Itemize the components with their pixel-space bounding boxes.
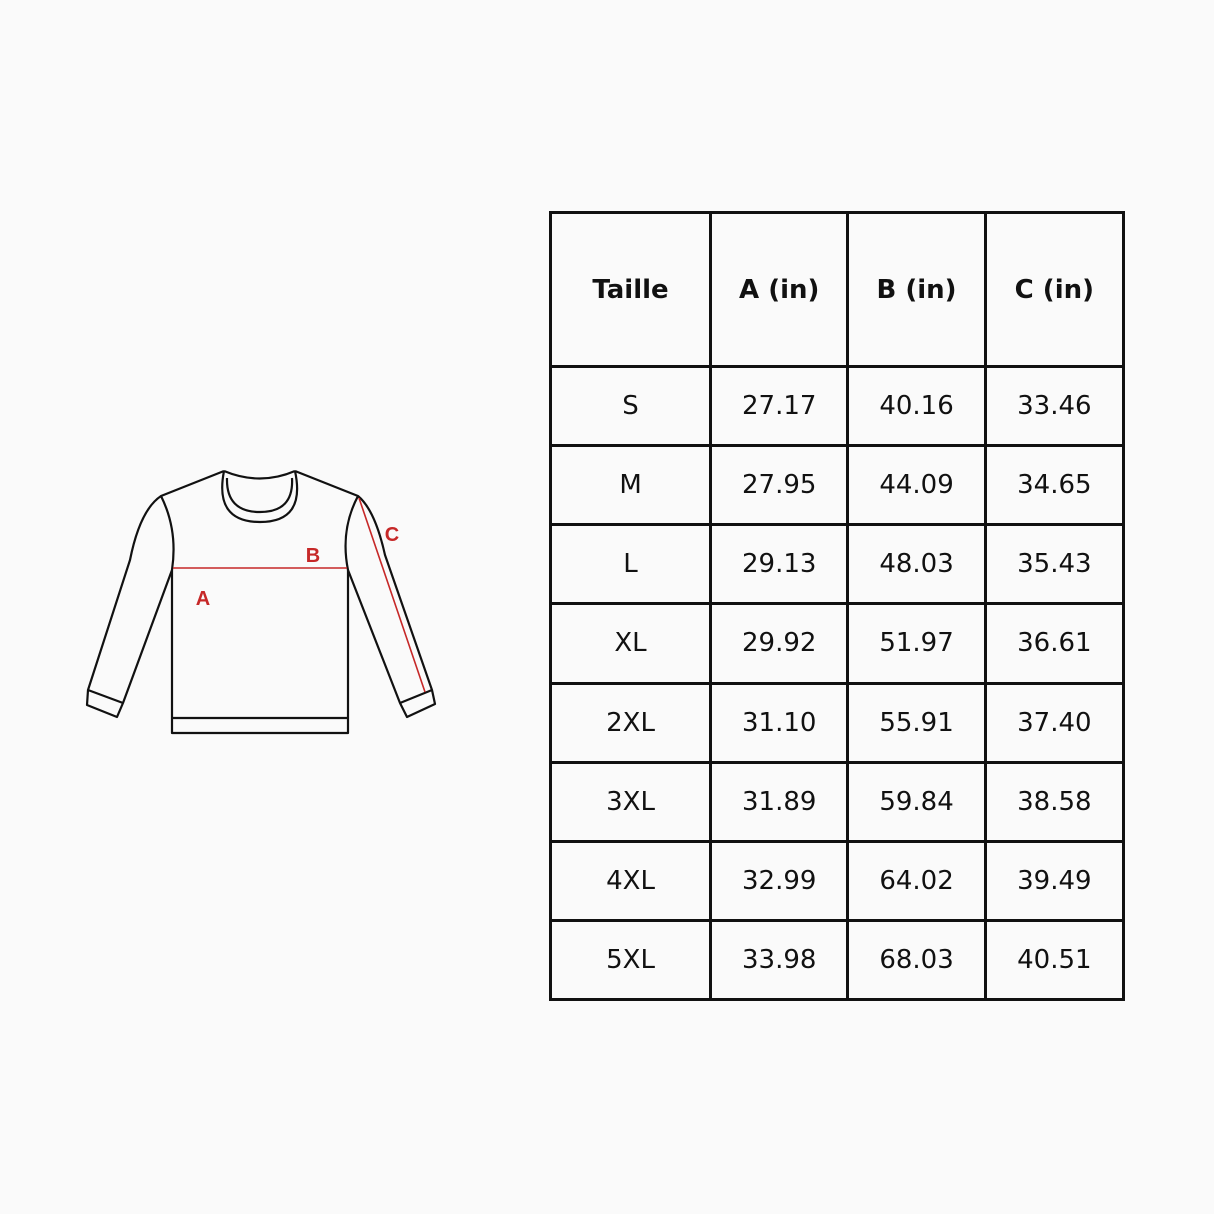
cell-size: 2XL [548,681,713,764]
cell-b: 51.97 [846,602,987,685]
cell-c: 33.46 [983,364,1126,448]
cell-c: 40.51 [983,918,1126,1002]
size-chart-table: Taille A (in) B (in) C (in) S 27.17 40.16 3… [548,211,1126,1002]
cell-size: M [548,444,713,527]
cell-c: 36.61 [983,602,1126,685]
right-armhole [344,495,359,571]
measure-line-c [358,497,426,693]
cell-a: 32.99 [709,839,850,922]
cell-b: 44.09 [846,444,987,527]
table-row: M 27.95 44.09 34.65 [548,444,1126,527]
collar-outer [221,470,299,524]
cell-size: 3XL [548,760,713,843]
cell-size: XL [548,602,713,685]
cell-c: 39.49 [983,839,1126,922]
table-row: 4XL 32.99 64.02 39.49 [548,839,1126,922]
cell-b: 48.03 [846,523,987,606]
cell-b: 59.84 [846,760,987,843]
cell-size: S [548,364,713,448]
collar-inner [223,469,296,514]
cell-a: 29.92 [709,602,850,685]
cell-a: 29.13 [709,523,850,606]
table-row: S 27.17 40.16 33.46 [548,364,1126,448]
table-row: 3XL 31.89 59.84 38.58 [548,760,1126,843]
cell-c: 38.58 [983,760,1126,843]
cell-b: 64.02 [846,839,987,922]
cell-c: 34.65 [983,444,1126,527]
table-header-row: Taille A (in) B (in) C (in) [548,211,1126,368]
cell-a: 31.89 [709,760,850,843]
cell-size: L [548,523,713,606]
table-row: 2XL 31.10 55.91 37.40 [548,681,1126,764]
cell-b: 40.16 [846,364,987,448]
header-b: B (in) [846,211,987,368]
header-c: C (in) [983,211,1126,368]
label-c: C [385,524,399,546]
label-a: A [196,588,210,610]
cell-a: 27.17 [709,364,850,448]
cell-c: 37.40 [983,681,1126,764]
cell-a: 27.95 [709,444,850,527]
table-row: XL 29.92 51.97 36.61 [548,602,1126,685]
cell-a: 33.98 [709,918,850,1002]
right-cuff-line [399,688,433,705]
table-row: 5XL 33.98 68.03 40.51 [548,918,1126,1002]
cell-b: 68.03 [846,918,987,1002]
label-b: B [306,545,320,567]
cell-c: 35.43 [983,523,1126,606]
sweater-outline [85,469,437,735]
cell-size: 5XL [548,918,713,1002]
left-armhole [160,495,175,571]
header-a: A (in) [709,211,850,368]
cell-size: 4XL [548,839,713,922]
cell-a: 31.10 [709,681,850,764]
header-size: Taille [548,211,713,368]
cell-b: 55.91 [846,681,987,764]
table-row: L 29.13 48.03 35.43 [548,523,1126,606]
left-cuff-line [87,688,124,705]
